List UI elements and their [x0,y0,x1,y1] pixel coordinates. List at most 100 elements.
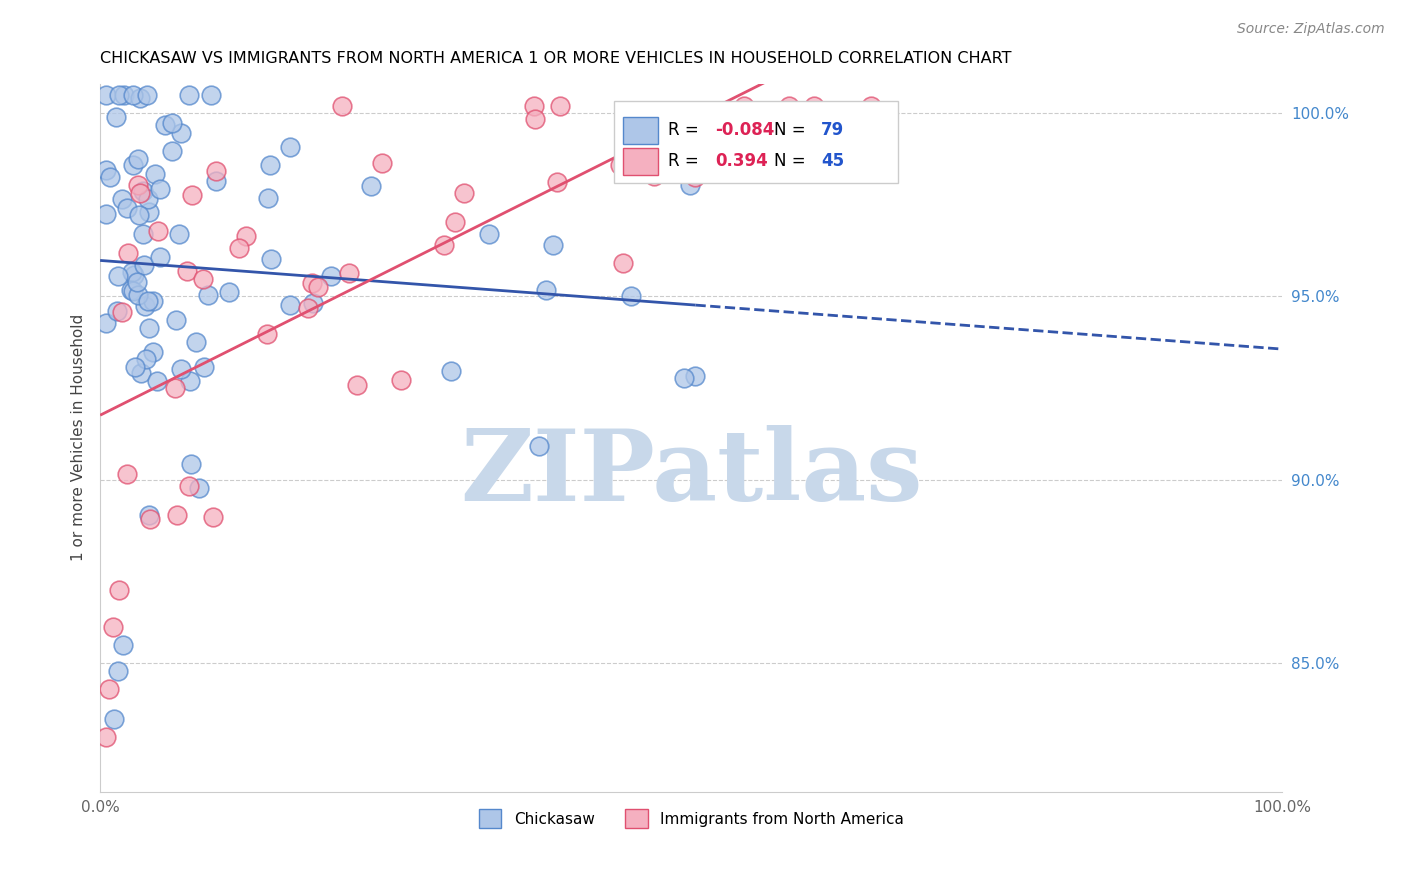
Point [228,241,250,255]
Point [160,116,183,130]
Point [94,87,117,102]
Point [155,118,177,132]
Point [278,139,301,153]
Point [165,381,187,395]
Point [107,269,129,284]
Point [477,227,499,241]
Point [204,164,226,178]
FancyBboxPatch shape [623,117,658,144]
Text: 0.394: 0.394 [716,152,768,169]
Point [142,294,165,309]
Point [136,293,159,308]
Point [112,638,135,652]
Point [612,256,634,270]
Text: R =: R = [668,120,699,138]
Point [94,316,117,330]
Point [620,288,643,302]
Point [197,288,219,302]
Point [94,162,117,177]
Point [733,98,755,112]
Text: CHICKASAW VS IMMIGRANTS FROM NORTH AMERICA 1 OR MORE VEHICLES IN HOUSEHOLD CORRE: CHICKASAW VS IMMIGRANTS FROM NORTH AMERI… [100,51,1012,66]
Point [115,467,138,481]
Point [98,169,121,184]
Point [371,155,394,169]
Point [444,215,467,229]
Point [259,252,281,267]
Point [546,175,568,189]
Point [94,730,117,744]
Point [122,268,145,283]
Point [860,98,883,112]
Point [129,186,152,200]
Point [132,184,155,198]
Point [297,301,319,316]
Point [673,371,696,385]
Point [117,245,139,260]
Point [180,457,202,471]
Point [259,158,281,172]
Point [103,620,125,634]
Point [115,201,138,215]
Point [683,169,706,184]
Point [146,224,169,238]
Point [524,112,547,126]
Point [127,288,149,302]
Point [139,512,162,526]
Point [301,295,323,310]
Point [135,351,157,366]
FancyBboxPatch shape [614,101,898,183]
Point [346,378,368,392]
Point [202,510,225,524]
Point [543,237,565,252]
Point [167,227,190,241]
Text: R =: R = [668,152,699,169]
Point [166,508,188,522]
Point [108,583,131,598]
FancyBboxPatch shape [623,148,658,175]
Y-axis label: 1 or more Vehicles in Household: 1 or more Vehicles in Household [72,314,86,561]
Point [105,110,128,124]
Point [235,229,257,244]
Point [177,87,200,102]
Point [177,478,200,492]
Point [103,712,125,726]
Point [685,369,707,384]
Text: N =: N = [775,120,806,138]
Point [278,298,301,312]
Point [122,87,145,102]
Point [138,204,160,219]
Point [132,258,155,272]
Text: -0.084: -0.084 [716,120,775,138]
Point [149,250,172,264]
Point [127,178,149,192]
Point [433,237,456,252]
Point [121,265,143,279]
Point [132,227,155,241]
Point [134,299,156,313]
Point [124,359,146,374]
Point [107,664,129,678]
Point [128,207,150,221]
Point [105,304,128,318]
Point [143,167,166,181]
Point [142,344,165,359]
Point [170,126,193,140]
Point [187,481,209,495]
Point [120,283,142,297]
Point [125,275,148,289]
Text: 45: 45 [821,152,845,169]
Point [307,279,329,293]
Point [184,335,207,350]
Point [179,375,201,389]
Point [643,169,665,183]
Point [145,374,167,388]
Point [200,87,222,102]
Point [129,366,152,380]
Point [169,362,191,376]
Point [176,263,198,277]
Point [181,188,204,202]
Point [609,157,631,171]
Point [778,98,800,112]
Point [98,682,121,697]
Point [111,193,134,207]
